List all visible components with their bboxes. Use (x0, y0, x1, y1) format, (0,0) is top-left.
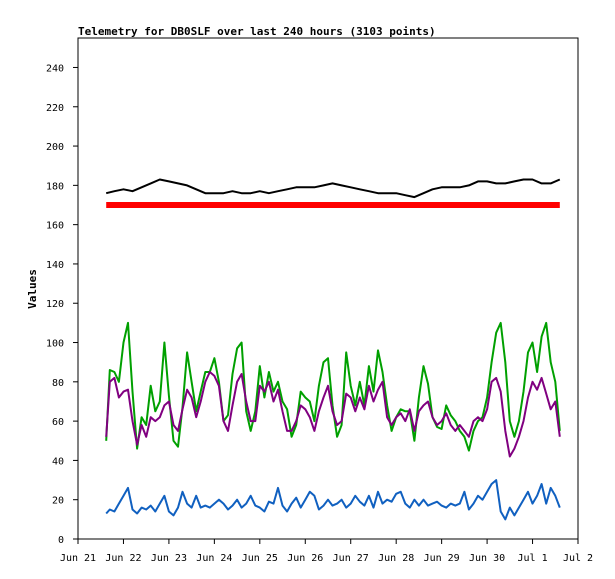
y-axis-label: Values (26, 269, 39, 309)
series-layer (105, 178, 561, 521)
x-tick-label: Jun 27 (333, 553, 369, 564)
y-tick-label: 140 (46, 260, 64, 271)
series-line-4 (105, 371, 561, 458)
y-axis: 0 20 40 60 80 100 120 140 160 180 200 220 240 (46, 63, 78, 546)
x-tick-label: Jun 30 (469, 553, 505, 564)
y-tick-label: 0 (58, 535, 64, 546)
y-tick-label: 240 (46, 63, 64, 74)
x-tick-label: Jul 1 (517, 553, 547, 564)
y-tick-label: 180 (46, 181, 64, 192)
x-tick-label: Jun 28 (378, 553, 414, 564)
x-tick-label: Jun 22 (105, 553, 141, 564)
plot-area (77, 37, 579, 540)
x-tick-label: Jun 29 (424, 553, 460, 564)
y-tick-label: 160 (46, 221, 64, 232)
x-tick-label: Jun 25 (242, 553, 278, 564)
y-tick-label: 20 (52, 496, 64, 507)
y-tick-label: 120 (46, 299, 64, 310)
x-tick-label: Jun 26 (287, 553, 323, 564)
y-tick-label: 100 (46, 339, 64, 350)
y-tick-label: 60 (52, 417, 64, 428)
x-axis: Jun 21 Jun 22 Jun 23 Jun 24 Jun 25 Jun 26 Jun … (60, 539, 593, 564)
y-tick-label: 40 (52, 456, 64, 467)
chart-title: Telemetry for DB0SLF over last 240 hours… (78, 25, 436, 38)
x-tick-label: Jun 24 (196, 553, 232, 564)
x-tick-label: Jun 21 (60, 553, 96, 564)
x-tick-label: Jul 2 (563, 553, 593, 564)
series-line-1 (105, 178, 561, 199)
y-tick-label: 220 (46, 103, 64, 114)
y-tick-label: 200 (46, 142, 64, 153)
y-tick-label: 80 (52, 378, 64, 389)
x-tick-label: Jun 23 (151, 553, 187, 564)
series-line-5 (105, 479, 561, 521)
